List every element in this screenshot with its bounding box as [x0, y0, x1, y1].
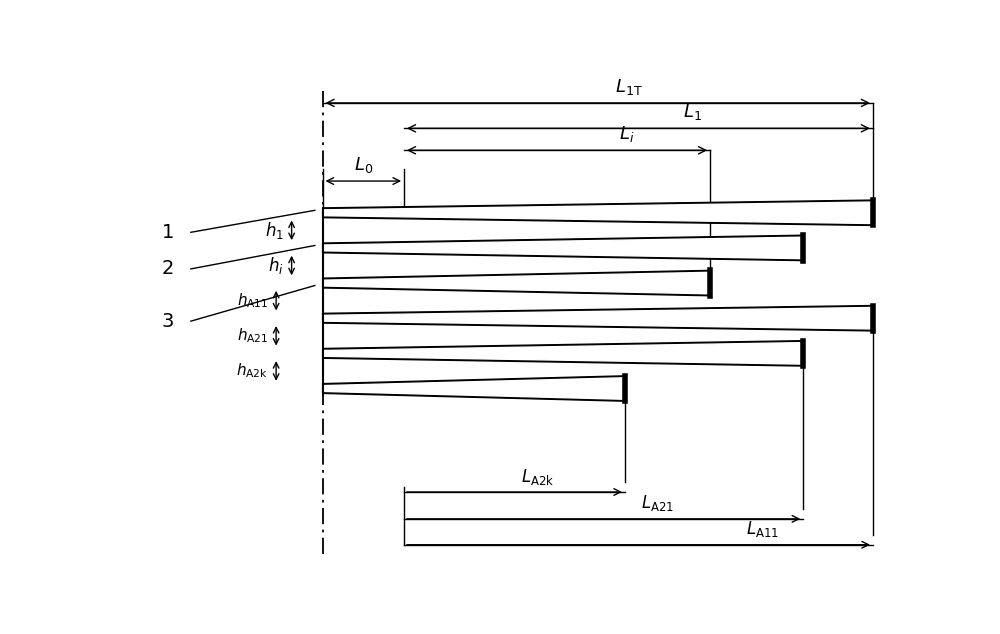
Text: $h_{\rm A2k}$: $h_{\rm A2k}$ [236, 361, 268, 380]
Polygon shape [324, 378, 624, 399]
Text: $L_i$: $L_i$ [619, 124, 635, 145]
Text: $h_{\rm A21}$: $h_{\rm A21}$ [237, 327, 268, 345]
Text: $h_i$: $h_i$ [268, 255, 284, 276]
Text: $L_{1\rm T}$: $L_{1\rm T}$ [615, 77, 643, 97]
Text: 2: 2 [161, 259, 174, 278]
Text: $L_1$: $L_1$ [683, 103, 702, 122]
Text: $L_{\rm A11}$: $L_{\rm A11}$ [746, 519, 779, 540]
Polygon shape [323, 340, 803, 366]
Polygon shape [324, 307, 872, 329]
Text: $L_{\rm A21}$: $L_{\rm A21}$ [641, 493, 674, 514]
Text: $h_1$: $h_1$ [265, 220, 284, 241]
Text: $L_{\rm A2k}$: $L_{\rm A2k}$ [521, 467, 554, 487]
Text: $L_0$: $L_0$ [354, 155, 373, 175]
Polygon shape [323, 235, 803, 261]
Polygon shape [324, 237, 802, 259]
Polygon shape [324, 273, 709, 294]
Text: 3: 3 [161, 312, 174, 331]
Text: 1: 1 [161, 223, 174, 242]
Text: $h_{\rm A11}$: $h_{\rm A11}$ [237, 291, 268, 310]
Polygon shape [323, 376, 625, 401]
Polygon shape [323, 270, 710, 295]
Polygon shape [324, 342, 802, 364]
Polygon shape [323, 200, 873, 226]
Polygon shape [323, 306, 873, 331]
Polygon shape [324, 202, 872, 224]
